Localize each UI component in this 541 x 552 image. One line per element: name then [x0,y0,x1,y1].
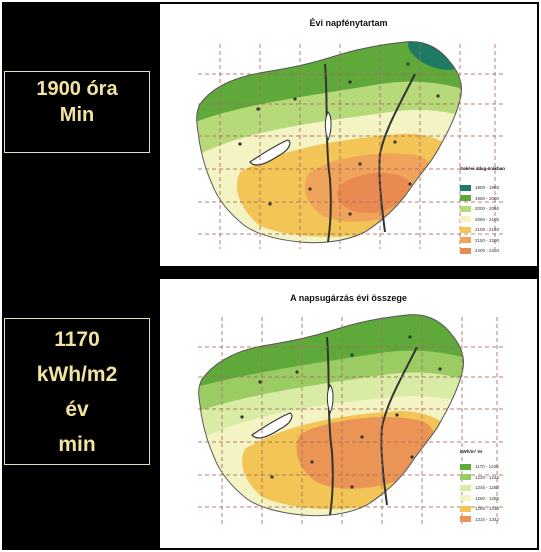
legend-swatch [460,247,471,254]
legend-item: 2000 - 2050 [460,205,499,212]
legend-label: 1260 - 1285 [475,495,500,501]
radiation-min-label: 1170 kWh/m2 év min [4,318,150,465]
legend-label: 2050 - 2100 [475,216,500,222]
legend-item: 1170 - 1220 [460,463,499,470]
legend-item: 2150 - 2200 [460,237,499,244]
sunshine-map-title: Évi napfénytartam [309,18,388,28]
legend-item: 2100 - 2150 [460,226,499,233]
sunshine-legend-title: Sokévi átlag órákban [460,166,506,171]
sunshine-min-value: 1900 óra [36,78,118,100]
legend-label: 1170 - 1220 [475,464,499,469]
legend-item: 1220 - 1245 [460,474,499,481]
legend-swatch [460,226,471,233]
radiation-map-title: A napsugárzás évi összege [290,293,407,303]
legend-item: 1900 - 1950 [460,184,499,191]
legend-item: 2200 - 2250 [460,247,499,254]
legend-swatch [460,205,471,212]
legend-item: 1285 - 1310 [460,505,499,512]
legend-label: 1220 - 1245 [475,474,500,480]
radiation-min-caption: min [58,433,96,456]
radiation-map [198,314,505,524]
legend-swatch [460,516,471,522]
legend-label: 2100 - 2150 [475,227,500,232]
legend-label: 1310 - 1342 [475,516,500,522]
radiation-min-unit-year: év [65,398,89,421]
legend-item: 1245 - 1260 [460,484,499,491]
sunshine-min-caption: Min [59,104,95,126]
legend-label: 1285 - 1310 [475,506,500,511]
legend-label: 2200 - 2250 [475,248,500,253]
legend-item: 1260 - 1285 [460,495,499,502]
radiation-min-unit: kWh/m2 [36,363,118,386]
radiation-min-value: 1170 [54,328,100,351]
sunshine-map [196,41,505,249]
legend-swatch [460,495,471,501]
legend-swatch [460,216,471,222]
legend-swatch [460,463,471,470]
legend-item: 1950 - 2000 [460,195,499,202]
legend-swatch [460,184,471,191]
sunshine-map-panel: Évi napfénytartam Sokévi átlag órákban 1… [160,4,537,266]
legend-swatch [460,505,471,512]
legend-item: 2050 - 2100 [460,216,499,223]
legend-swatch [460,484,471,491]
legend-label: 2150 - 2200 [475,237,500,243]
legend-label: 1950 - 2000 [475,195,500,201]
legend-swatch [460,474,471,480]
radiation-legend-title: kWh/m² év [460,449,483,454]
legend-label: 1900 - 1950 [475,185,500,190]
legend-swatch [460,195,471,201]
legend-item: 1310 - 1342 [460,516,499,523]
legend-swatch [460,237,471,243]
legend-label: 2000 - 2050 [475,206,500,211]
sunshine-min-label: 1900 óra Min [4,71,150,153]
legend-label: 1245 - 1260 [475,485,500,490]
radiation-map-panel: A napsugárzás évi összege kWh/m² év 1170… [160,279,537,548]
